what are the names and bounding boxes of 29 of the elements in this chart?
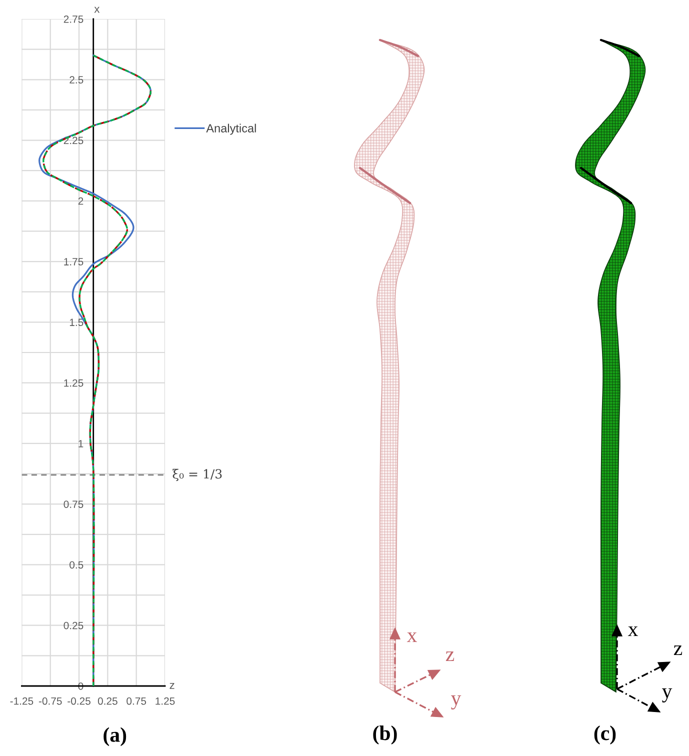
y-tick-label: 2.75 xyxy=(64,16,84,23)
y-axis-title: x xyxy=(94,6,100,13)
text: (a) xyxy=(104,727,126,746)
y-tick-label: 0.25 xyxy=(64,622,84,630)
text: (b) xyxy=(373,726,397,744)
y-tick-label: 0.5 xyxy=(70,561,84,569)
text: y xyxy=(451,695,462,710)
text: z xyxy=(446,651,454,662)
x-tick-label: -1.25 xyxy=(10,697,34,705)
x-axis-title: z xyxy=(170,683,174,689)
x-tick-label: 1.25 xyxy=(156,697,175,705)
text: (c) xyxy=(594,726,616,744)
text: y xyxy=(662,688,672,702)
x-tick-label: 0.25 xyxy=(98,697,118,705)
x-tick-label: -0.25 xyxy=(68,697,90,705)
y-tick-label: 2.5 xyxy=(70,76,84,84)
ref-line-label: ξ₀ = 1/3 xyxy=(172,468,222,482)
x-tick-label: 0.75 xyxy=(126,697,146,705)
text: z xyxy=(674,645,682,656)
legend-label: Analytical xyxy=(206,124,256,135)
x-tick-label: -0.75 xyxy=(38,697,62,705)
y-tick-label: 1.75 xyxy=(64,258,84,266)
y-tick-label: 0.75 xyxy=(64,500,84,508)
y-tick-label: 1.25 xyxy=(64,379,84,387)
y-tick-label: 2 xyxy=(78,197,84,205)
text: x xyxy=(628,626,638,636)
text: x xyxy=(406,632,417,642)
y-tick-label: 1 xyxy=(78,440,84,448)
y-tick-label: 1.5 xyxy=(70,318,84,326)
